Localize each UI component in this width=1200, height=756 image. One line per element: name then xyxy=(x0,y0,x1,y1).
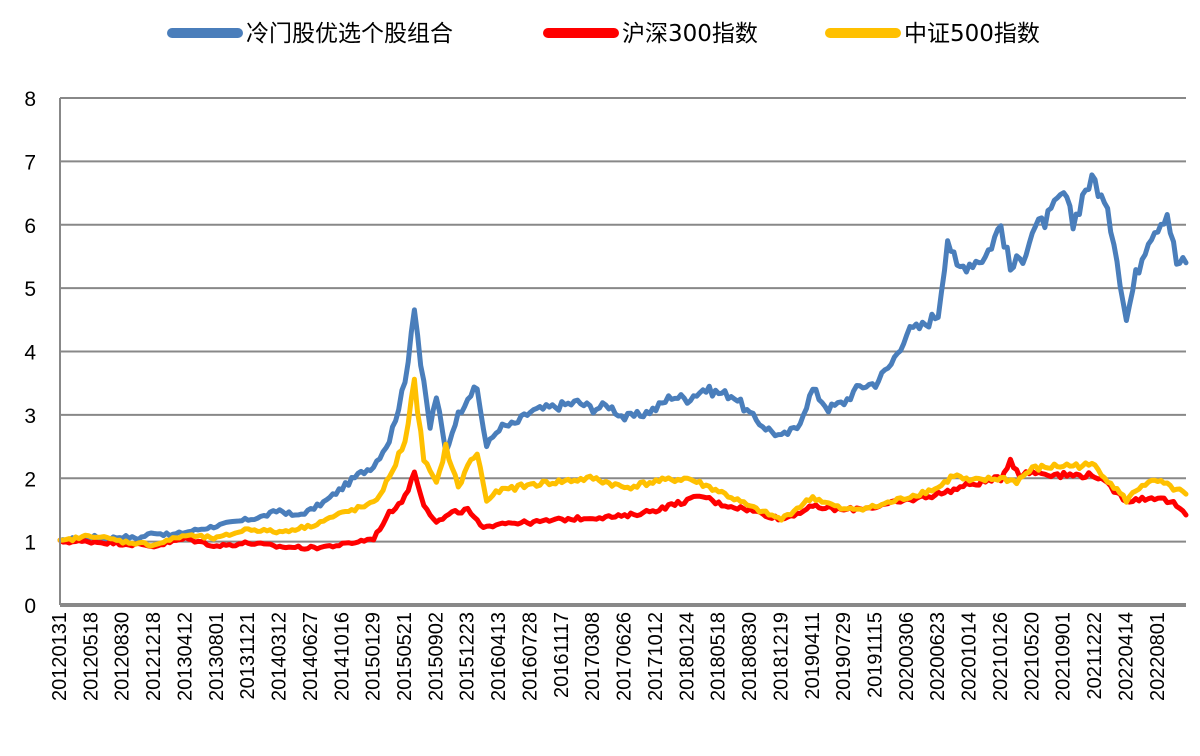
x-tick-label: 20200623 xyxy=(927,612,949,701)
line-chart: 0 1 2 3 4 5 6 7 8 20120131 20120518 20120830 2012121… xyxy=(0,0,1200,756)
x-tick-label: 20201014 xyxy=(959,612,981,701)
x-tick-label: 20191115 xyxy=(864,612,886,698)
y-tick-label: 0 xyxy=(24,595,36,618)
y-tick-label: 2 xyxy=(24,468,36,491)
series-layer xyxy=(60,175,1186,549)
chart-container: 0 1 2 3 4 5 6 7 8 20120131 20120518 20120830 2012121… xyxy=(0,0,1200,756)
x-tick-label: 20120518 xyxy=(80,612,102,701)
x-tick-label: 20150521 xyxy=(394,612,416,701)
x-tick-label: 20190411 xyxy=(802,612,824,700)
x-tick-label: 20220801 xyxy=(1147,612,1169,701)
x-tick-label: 20151223 xyxy=(457,612,479,701)
x-tick-label: 20140312 xyxy=(269,612,291,701)
x-tick-label: 20120830 xyxy=(112,612,134,701)
x-tick-label: 20150902 xyxy=(425,612,447,701)
x-tick-label: 20190729 xyxy=(833,612,855,701)
x-tick-label: 20130801 xyxy=(206,612,228,701)
x-tick-label: 20140627 xyxy=(300,612,322,701)
x-tick-label: 20211222 xyxy=(1084,612,1106,700)
x-tick-label: 20210126 xyxy=(990,612,1012,701)
y-tick-label: 8 xyxy=(24,88,36,111)
x-tick-label: 20130412 xyxy=(174,612,196,701)
x-tick-label: 20210901 xyxy=(1053,612,1075,701)
x-tick-label: 20220414 xyxy=(1115,612,1137,701)
x-tick-label: 20180124 xyxy=(676,612,698,701)
legend: 冷门股优选个股组合 沪深300指数 中证500指数 xyxy=(172,21,1040,47)
x-tick-label: 20210520 xyxy=(1021,612,1043,701)
y-tick-label: 4 xyxy=(24,342,36,365)
y-tick-label: 1 xyxy=(24,532,36,555)
y-tick-label: 3 xyxy=(24,405,36,428)
x-tick-label: 20131121 xyxy=(237,612,259,700)
x-tick-label: 20180830 xyxy=(739,612,761,701)
x-tick-label: 20171012 xyxy=(645,612,667,701)
x-tick-label: 20141016 xyxy=(331,612,353,701)
y-tick-label: 7 xyxy=(24,151,36,174)
y-tick-label: 6 xyxy=(24,215,36,238)
legend-label: 沪深300指数 xyxy=(622,21,758,47)
x-tick-label: 20121218 xyxy=(143,612,165,701)
x-tick-label: 20180518 xyxy=(708,612,730,701)
legend-label: 冷门股优选个股组合 xyxy=(246,21,453,47)
x-tick-label: 20170308 xyxy=(582,612,604,701)
y-tick-label: 5 xyxy=(24,278,36,301)
x-tick-label: 20160413 xyxy=(488,612,510,701)
legend-label: 中证500指数 xyxy=(904,21,1040,47)
x-tick-label: 20200306 xyxy=(896,612,918,701)
x-tick-label: 20181219 xyxy=(770,612,792,701)
x-tick-label: 20150129 xyxy=(363,612,385,701)
x-tick-label: 20160728 xyxy=(519,612,541,701)
x-tick-label: 20120131 xyxy=(49,612,71,701)
x-tick-label: 20170626 xyxy=(614,612,636,701)
axis-layer: 0 1 2 3 4 5 6 7 8 20120131 20120518 20120830 2012121… xyxy=(24,88,1186,701)
x-tick-label: 20161117 xyxy=(551,612,573,698)
